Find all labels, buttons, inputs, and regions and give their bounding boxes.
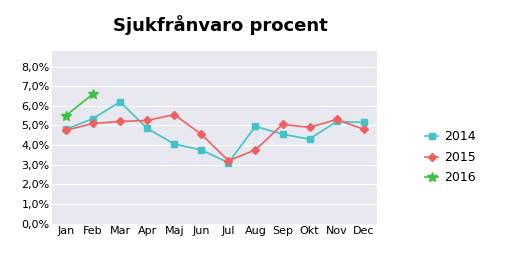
2014 [252, 125, 258, 128]
2016 [90, 92, 96, 96]
2014 [333, 120, 340, 123]
2014 [171, 142, 177, 146]
2015 [198, 133, 204, 136]
2014 [144, 127, 150, 130]
Line: 2015: 2015 [63, 112, 366, 164]
2014 [90, 117, 96, 120]
2015 [144, 119, 150, 122]
2014 [307, 138, 313, 141]
2014 [225, 161, 232, 164]
2015 [333, 118, 340, 121]
2014 [198, 148, 204, 151]
Line: 2016: 2016 [61, 89, 98, 120]
2015 [90, 122, 96, 125]
2015 [252, 148, 258, 151]
2016 [63, 114, 69, 117]
Legend: 2014, 2015, 2016: 2014, 2015, 2016 [425, 131, 476, 184]
2015 [171, 113, 177, 116]
Line: 2014: 2014 [63, 99, 366, 165]
2015 [279, 123, 286, 126]
2015 [361, 128, 367, 131]
2014 [361, 121, 367, 124]
2015 [225, 159, 232, 162]
2014 [279, 133, 286, 136]
2015 [63, 129, 69, 132]
2015 [117, 120, 123, 123]
2014 [117, 100, 123, 103]
2015 [307, 126, 313, 129]
2014 [63, 128, 69, 131]
Text: Sjukfrånvaro procent: Sjukfrånvaro procent [113, 15, 328, 35]
